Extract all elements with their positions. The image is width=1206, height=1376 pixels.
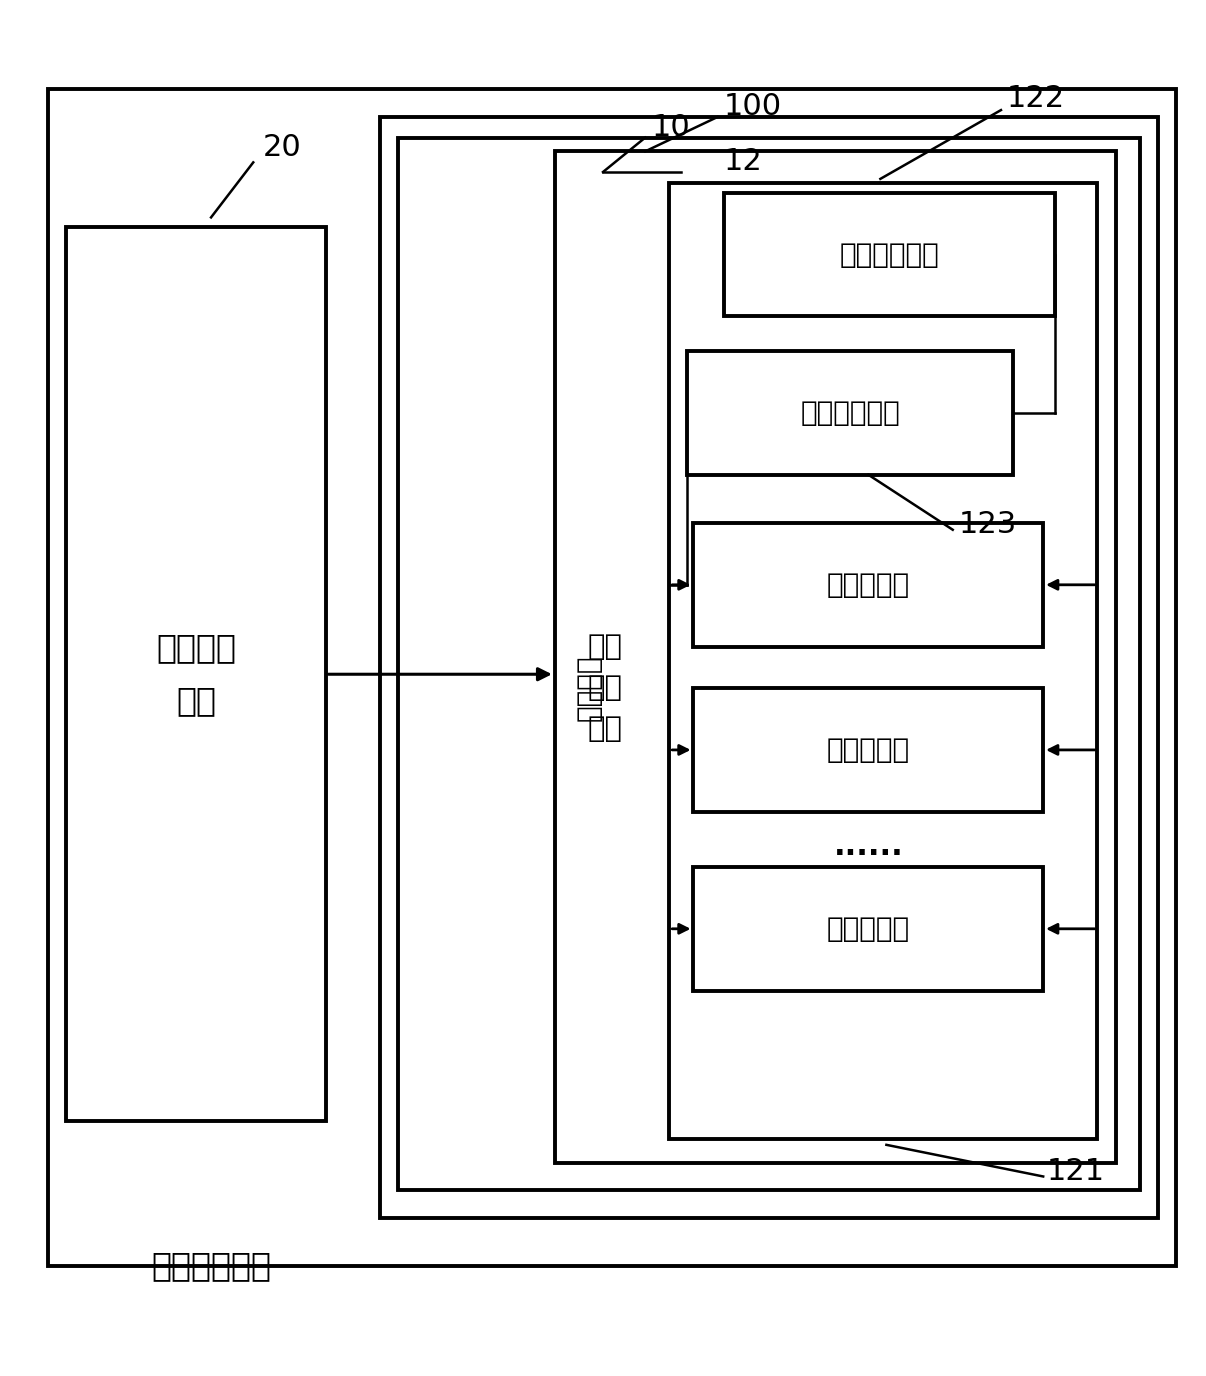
- Text: ......: ......: [833, 831, 903, 861]
- Text: 基因转染装置: 基因转染装置: [151, 1249, 271, 1282]
- Text: 信号发生
模块: 信号发生 模块: [156, 630, 236, 718]
- Text: 20: 20: [263, 133, 302, 162]
- Bar: [66, 227, 326, 1121]
- Text: 叉指换能器: 叉指换能器: [827, 736, 909, 764]
- Text: 12: 12: [724, 147, 762, 176]
- Text: 声热芯片: 声热芯片: [574, 655, 603, 721]
- Bar: [693, 523, 1043, 647]
- Text: 121: 121: [1047, 1157, 1105, 1186]
- Bar: [48, 89, 1176, 1266]
- Text: 叉指换能器: 叉指换能器: [827, 915, 909, 943]
- Bar: [693, 688, 1043, 812]
- Bar: [555, 151, 1116, 1163]
- Bar: [380, 117, 1158, 1218]
- Text: 第一控制单元: 第一控制单元: [839, 241, 939, 268]
- Text: 叉指换能器: 叉指换能器: [827, 571, 909, 599]
- Text: 123: 123: [959, 510, 1017, 539]
- Bar: [398, 138, 1140, 1190]
- Bar: [687, 351, 1013, 475]
- Text: 第二控制单元: 第二控制单元: [801, 399, 900, 427]
- Text: 122: 122: [1007, 84, 1065, 113]
- Bar: [724, 193, 1055, 316]
- Bar: [693, 867, 1043, 991]
- Text: 10: 10: [651, 113, 690, 142]
- Text: 100: 100: [724, 92, 781, 121]
- Text: 声致
发热
模块: 声致 发热 模块: [587, 633, 624, 743]
- Bar: [669, 183, 1097, 1139]
